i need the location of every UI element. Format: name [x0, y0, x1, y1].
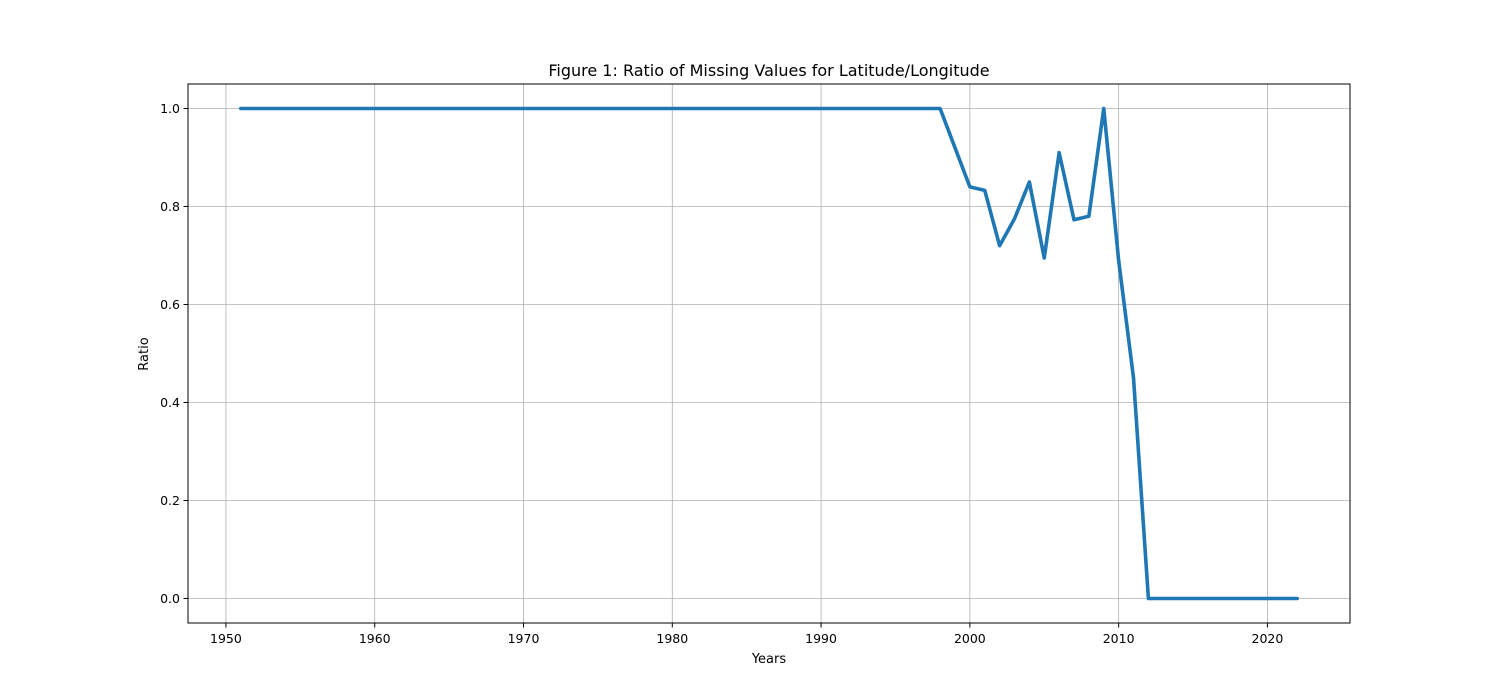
y-tick-label: 0.8: [160, 199, 180, 214]
y-axis-title: Ratio: [137, 337, 152, 370]
x-tick-label: 1980: [656, 631, 688, 646]
y-tick-label: 0.6: [160, 297, 180, 312]
y-tick-label: 0.4: [160, 395, 180, 410]
y-tick-label: 1.0: [160, 101, 180, 116]
x-tick-label: 2020: [1252, 631, 1284, 646]
x-tick-label: 1950: [210, 631, 242, 646]
series-layer: [239, 106, 1299, 601]
x-tick-label: 1960: [359, 631, 391, 646]
chart-title: Figure 1: Ratio of Missing Values for La…: [548, 61, 989, 80]
series-line: [239, 106, 1299, 601]
x-tick-label: 2010: [1103, 631, 1135, 646]
grid-layer: [188, 84, 1350, 623]
y-tick-label: 0.0: [160, 591, 180, 606]
y-tick-label: 0.2: [160, 493, 180, 508]
tick-layer: 1950 1960 1970 1980 1990 2000 2010 2020 0.0 0.2 0.…: [160, 101, 1283, 646]
plot-frame: [187, 83, 1351, 624]
x-tick-label: 1990: [805, 631, 837, 646]
x-axis-title: Years: [751, 652, 787, 667]
x-tick-label: 2000: [954, 631, 986, 646]
x-tick-label: 1970: [508, 631, 540, 646]
